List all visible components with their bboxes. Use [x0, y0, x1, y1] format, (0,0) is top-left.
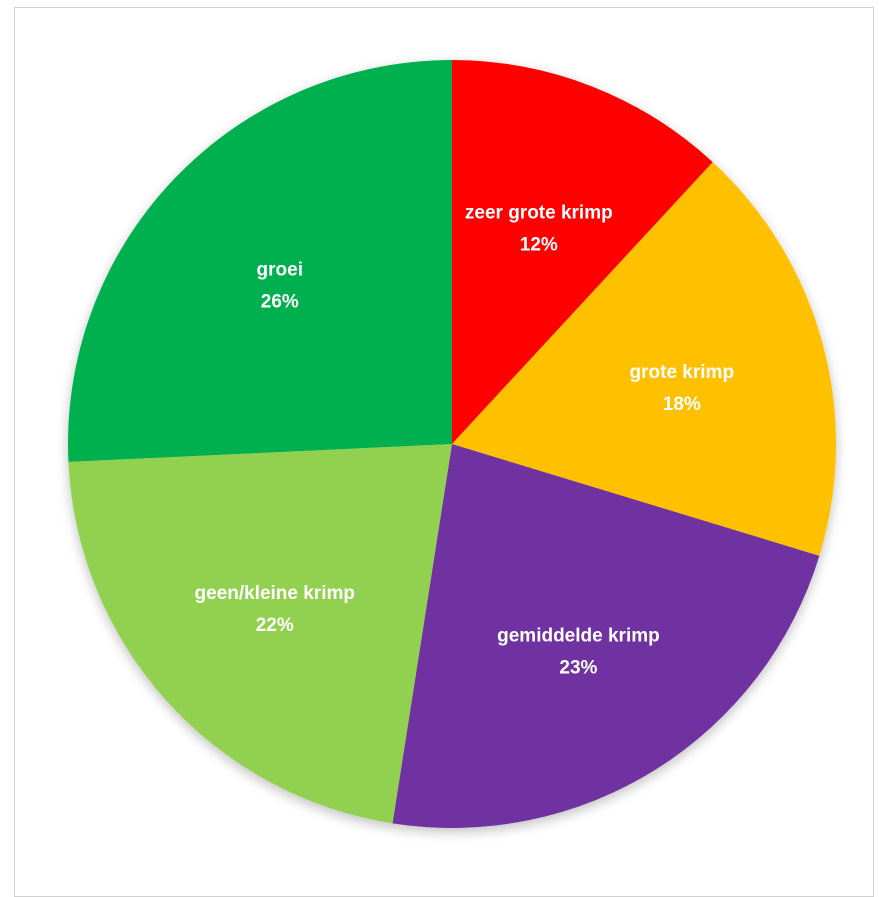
slice-value-gemiddelde-krimp: 23%	[559, 658, 597, 679]
pie-chart: zeer grote krimp 12% grote krimp 18% gemidde…	[68, 60, 837, 828]
slice-value-groei: 26%	[261, 292, 299, 313]
pie-data-labels: zeer grote krimp 12% grote krimp 18% gemidde…	[194, 202, 734, 678]
slice-value-grote-krimp: 18%	[663, 394, 701, 415]
slice-label-geen-kleine-krimp: geen/kleine krimp	[194, 583, 355, 604]
pie-slice-groei	[68, 60, 453, 462]
pie-slices	[68, 60, 837, 828]
slice-label-gemiddelde-krimp: gemiddelde krimp	[497, 626, 660, 647]
slice-label-zeer-grote-krimp: zeer grote krimp	[465, 202, 613, 223]
slice-value-geen-kleine-krimp: 22%	[256, 615, 294, 636]
pie-slice-gemiddelde-krimp	[392, 444, 820, 828]
slice-value-zeer-grote-krimp: 12%	[520, 234, 558, 255]
pie-slice-zeer-grote-krimp	[452, 60, 713, 444]
pie-slice-grote-krimp	[452, 162, 837, 556]
pie-slice-geen-kleine-krimp	[68, 444, 452, 824]
slice-label-grote-krimp: grote krimp	[630, 362, 735, 383]
slice-label-groei: groei	[257, 260, 303, 281]
